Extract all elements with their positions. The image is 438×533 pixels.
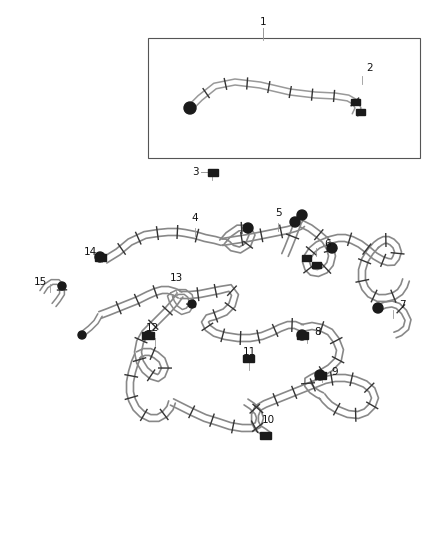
Circle shape [327, 243, 337, 253]
Circle shape [297, 210, 307, 220]
Bar [95, 254, 106, 261]
Bar [301, 255, 311, 261]
Bar [350, 99, 360, 105]
Bar [148, 38, 420, 158]
Circle shape [297, 330, 307, 340]
Text: 3: 3 [192, 167, 198, 177]
Text: 6: 6 [325, 239, 331, 249]
Bar [243, 354, 254, 361]
Text: 9: 9 [332, 367, 338, 377]
Circle shape [243, 223, 253, 233]
Circle shape [373, 303, 383, 313]
Bar [314, 372, 325, 378]
Circle shape [95, 252, 105, 262]
Circle shape [184, 102, 196, 114]
Bar [356, 109, 364, 115]
Text: 15: 15 [33, 277, 46, 287]
Circle shape [188, 300, 196, 308]
Text: 1: 1 [260, 17, 266, 27]
Circle shape [58, 282, 66, 290]
Text: 10: 10 [261, 415, 275, 425]
Text: 5: 5 [275, 208, 281, 218]
Text: 4: 4 [192, 213, 198, 223]
Text: 7: 7 [399, 300, 405, 310]
Text: 8: 8 [314, 327, 321, 337]
Bar [297, 332, 307, 338]
Text: 2: 2 [367, 63, 373, 73]
Bar [259, 432, 271, 439]
Circle shape [315, 370, 325, 380]
Bar [208, 168, 218, 175]
Text: 11: 11 [242, 347, 256, 357]
Text: 12: 12 [145, 323, 159, 333]
Bar [142, 332, 154, 338]
Text: 14: 14 [83, 247, 97, 257]
Text: 13: 13 [170, 273, 183, 283]
Circle shape [78, 331, 86, 339]
Circle shape [290, 217, 300, 227]
Circle shape [144, 331, 152, 339]
Bar [311, 262, 321, 268]
